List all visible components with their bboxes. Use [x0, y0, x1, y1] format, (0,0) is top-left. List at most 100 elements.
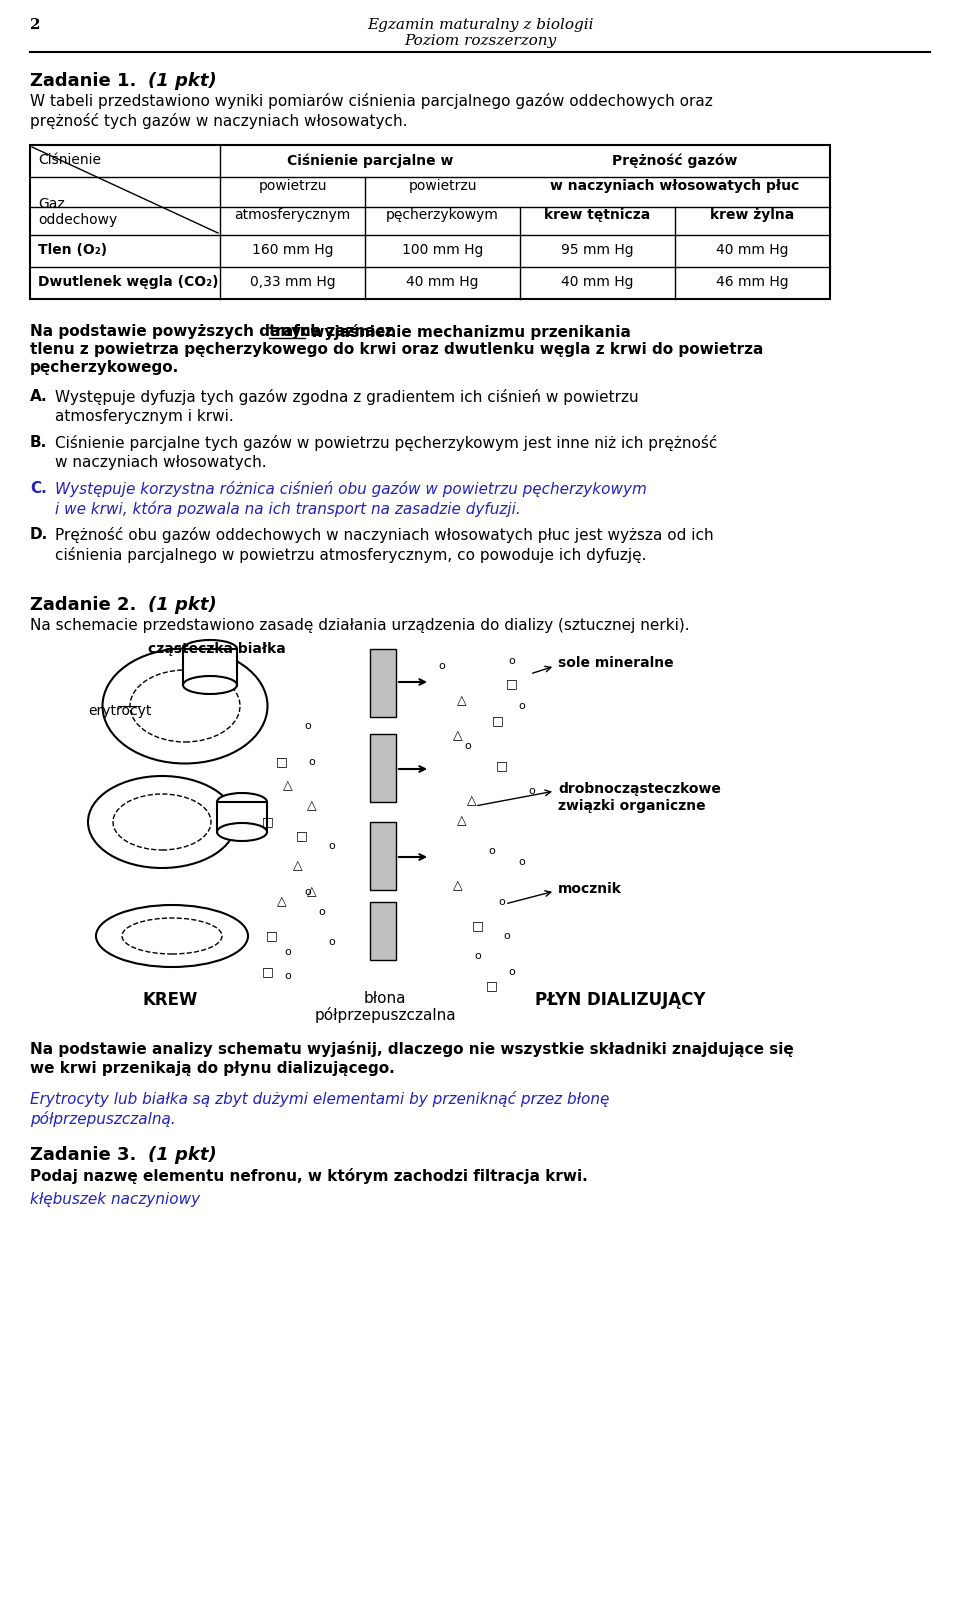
- Text: Na podstawie analizy schematu wyjaśnij, dlaczego nie wszystkie składniki znajduj: Na podstawie analizy schematu wyjaśnij, …: [30, 1042, 794, 1058]
- Text: o: o: [284, 947, 292, 956]
- Text: Erytrocyty lub białka są zbyt dużymi elementami by przeniknąć przez błonę: Erytrocyty lub białka są zbyt dużymi ele…: [30, 1092, 610, 1108]
- Text: Zadanie 3.: Zadanie 3.: [30, 1146, 143, 1164]
- Text: pęcherzykowym: pęcherzykowym: [386, 208, 499, 222]
- Text: erytrocyt: erytrocyt: [88, 704, 152, 718]
- Text: półprzepuszczalną.: półprzepuszczalną.: [30, 1111, 176, 1127]
- Text: Tlen (O₂): Tlen (O₂): [38, 243, 108, 258]
- Text: 40 mm Hg: 40 mm Hg: [716, 243, 789, 258]
- Text: o: o: [504, 931, 511, 940]
- Text: pęcherzykowego.: pęcherzykowego.: [30, 361, 180, 375]
- Text: □: □: [486, 979, 498, 992]
- Text: w naczyniach włosowatych.: w naczyniach włosowatych.: [55, 456, 267, 470]
- Text: 160 mm Hg: 160 mm Hg: [252, 243, 333, 258]
- Text: □: □: [262, 966, 274, 979]
- Text: o: o: [474, 952, 481, 961]
- Text: cząsteczka białka: cząsteczka białka: [148, 642, 286, 655]
- Text: C.: C.: [30, 481, 47, 496]
- Text: △: △: [283, 779, 293, 792]
- Text: Prężność obu gazów oddechowych w naczyniach włosowatych płuc jest wyższa od ich: Prężność obu gazów oddechowych w naczyni…: [55, 526, 713, 543]
- Text: 40 mm Hg: 40 mm Hg: [406, 275, 479, 290]
- Text: W tabeli przedstawiono wyniki pomiarów ciśnienia parcjalnego gazów oddechowych o: W tabeli przedstawiono wyniki pomiarów c…: [30, 93, 712, 109]
- Text: (1 pkt): (1 pkt): [148, 596, 217, 613]
- Text: 95 mm Hg: 95 mm Hg: [562, 243, 634, 258]
- Bar: [370, 649, 396, 716]
- Text: △: △: [307, 800, 317, 813]
- Text: Ciśnienie parcjalne w: Ciśnienie parcjalne w: [287, 153, 453, 167]
- Text: Na podstawie powyższych danych zaznacz: Na podstawie powyższych danych zaznacz: [30, 324, 398, 340]
- Text: o: o: [439, 662, 445, 671]
- Text: (1 pkt): (1 pkt): [148, 72, 217, 90]
- Text: o: o: [518, 700, 525, 712]
- Text: Egzamin maturalny z biologii: Egzamin maturalny z biologii: [367, 18, 593, 32]
- Text: □: □: [496, 760, 508, 773]
- Text: we krwi przenikają do płynu dializującego.: we krwi przenikają do płynu dializująceg…: [30, 1061, 395, 1075]
- Text: Prężność gazów: Prężność gazów: [612, 153, 737, 167]
- Text: półprzepuszczalna: półprzepuszczalna: [314, 1006, 456, 1022]
- Text: o: o: [328, 937, 335, 947]
- Text: △: △: [468, 794, 477, 808]
- Text: 0,33 mm Hg: 0,33 mm Hg: [250, 275, 335, 290]
- Text: (1 pkt): (1 pkt): [148, 1146, 217, 1164]
- Text: 2: 2: [30, 18, 40, 32]
- Text: Występuje dyfuzja tych gazów zgodna z gradientem ich ciśnień w powietrzu: Występuje dyfuzja tych gazów zgodna z gr…: [55, 390, 638, 406]
- Text: B.: B.: [30, 435, 47, 451]
- Text: o: o: [518, 857, 525, 868]
- Text: A.: A.: [30, 390, 48, 404]
- Text: □: □: [472, 919, 484, 932]
- Text: o: o: [509, 968, 516, 977]
- Text: △: △: [277, 895, 287, 908]
- Text: Zadanie 1.: Zadanie 1.: [30, 72, 143, 90]
- Text: o: o: [498, 897, 505, 906]
- Text: Występuje korzystna różnica ciśnień obu gazów w powietrzu pęcherzykowym: Występuje korzystna różnica ciśnień obu …: [55, 481, 647, 497]
- Text: △: △: [457, 815, 467, 828]
- Text: wyjaśnienie mechanizmu przenikania: wyjaśnienie mechanizmu przenikania: [305, 324, 632, 340]
- Text: krew tętnicza: krew tętnicza: [544, 208, 651, 222]
- Text: Zadanie 2.: Zadanie 2.: [30, 596, 143, 613]
- Text: powietrzu: powietrzu: [408, 179, 477, 193]
- Text: □: □: [262, 816, 274, 829]
- Text: □: □: [266, 929, 277, 942]
- Bar: [370, 902, 396, 960]
- Text: mocznik: mocznik: [558, 882, 622, 897]
- Text: związki organiczne: związki organiczne: [558, 799, 706, 813]
- Text: △: △: [293, 860, 302, 873]
- Text: trafne: trafne: [269, 324, 322, 340]
- Text: Na schemacie przedstawiono zasadę działania urządzenia do dializy (sztucznej ner: Na schemacie przedstawiono zasadę działa…: [30, 618, 689, 633]
- Text: □: □: [296, 829, 308, 842]
- Text: △: △: [453, 729, 463, 742]
- Text: 100 mm Hg: 100 mm Hg: [402, 243, 483, 258]
- Text: □: □: [506, 678, 517, 691]
- Text: w naczyniach włosowatych płuc: w naczyniach włosowatych płuc: [550, 179, 800, 193]
- Ellipse shape: [96, 905, 248, 968]
- Ellipse shape: [183, 641, 237, 658]
- Text: 46 mm Hg: 46 mm Hg: [716, 275, 789, 290]
- Bar: [370, 823, 396, 890]
- Bar: [30, 145, 830, 299]
- Ellipse shape: [217, 794, 267, 811]
- Text: Gaz: Gaz: [38, 196, 64, 211]
- Text: o: o: [509, 655, 516, 667]
- Text: PŁYN DIALIZUJĄCY: PŁYN DIALIZUJĄCY: [535, 992, 706, 1009]
- Text: krew żylna: krew żylna: [710, 208, 795, 222]
- Text: o: o: [328, 840, 335, 852]
- Text: tlenu z powietrza pęcherzykowego do krwi oraz dwutlenku węgla z krwi do powietrz: tlenu z powietrza pęcherzykowego do krwi…: [30, 341, 763, 357]
- Text: △: △: [453, 879, 463, 892]
- Bar: [217, 802, 267, 832]
- Ellipse shape: [103, 649, 268, 763]
- Ellipse shape: [217, 823, 267, 840]
- Text: i we krwi, która pozwala na ich transport na zasadzie dyfuzji.: i we krwi, która pozwala na ich transpor…: [55, 501, 520, 517]
- Text: o: o: [465, 741, 471, 750]
- Text: o: o: [529, 786, 536, 795]
- Text: sole mineralne: sole mineralne: [558, 655, 674, 670]
- Text: atmosferycznym i krwi.: atmosferycznym i krwi.: [55, 409, 233, 423]
- Text: powietrzu: powietrzu: [258, 179, 326, 193]
- Text: Ciśnienie parcjalne tych gazów w powietrzu pęcherzykowym jest inne niż ich prężn: Ciśnienie parcjalne tych gazów w powietr…: [55, 435, 717, 451]
- Ellipse shape: [88, 776, 236, 868]
- Text: o: o: [308, 757, 316, 766]
- Text: Ciśnienie: Ciśnienie: [38, 153, 101, 167]
- Text: Poziom rozszerzony: Poziom rozszerzony: [404, 34, 556, 48]
- Text: □: □: [276, 755, 288, 768]
- Text: ciśnienia parcjalnego w powietrzu atmosferycznym, co powoduje ich dyfuzję.: ciśnienia parcjalnego w powietrzu atmosf…: [55, 547, 646, 564]
- Text: o: o: [489, 845, 495, 857]
- Text: Podaj nazwę elementu nefronu, w którym zachodzi filtracja krwi.: Podaj nazwę elementu nefronu, w którym z…: [30, 1167, 588, 1183]
